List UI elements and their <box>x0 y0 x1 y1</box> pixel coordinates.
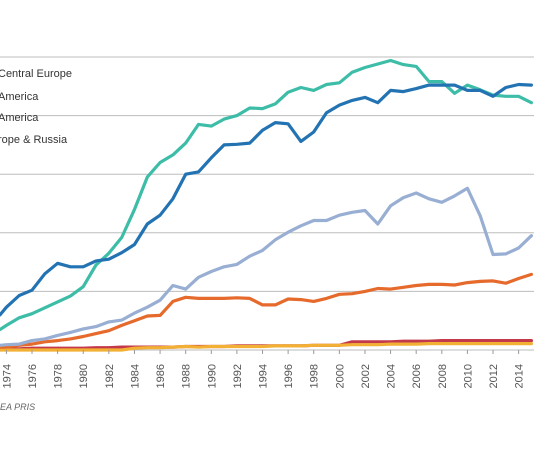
gridlines <box>0 56 534 292</box>
series-line-1 <box>0 82 534 317</box>
legend-entry-2: America <box>0 112 39 124</box>
x-tick-label-1974: 1974 <box>1 364 13 388</box>
x-tick-label-2004: 2004 <box>386 364 398 388</box>
x-tick-label-1978: 1978 <box>53 364 65 388</box>
x-tick-label-1992: 1992 <box>232 364 244 388</box>
series-line-0 <box>0 58 534 332</box>
x-tick-label-1994: 1994 <box>258 364 270 388</box>
x-tick-label-1988: 1988 <box>181 364 193 388</box>
series-lines <box>0 58 534 352</box>
x-tick-label-1976: 1976 <box>27 364 39 388</box>
x-tick-label-2012: 2012 <box>488 364 500 388</box>
x-tick-label-2006: 2006 <box>411 364 423 388</box>
x-tick-label-1980: 1980 <box>78 364 90 388</box>
x-tick-label-2000: 2000 <box>334 364 346 388</box>
x-tick-label-2010: 2010 <box>462 364 474 388</box>
x-tick-label-2008: 2008 <box>437 364 449 388</box>
x-tick-label-1984: 1984 <box>129 364 141 388</box>
x-tick-label-1986: 1986 <box>155 364 167 388</box>
x-tick-label-1990: 1990 <box>206 364 218 388</box>
series-line-2 <box>0 186 534 347</box>
legend-entry-0: Central Europe <box>0 68 72 80</box>
source-note: EA PRIS <box>0 402 35 412</box>
x-tick-label-1998: 1998 <box>309 364 321 388</box>
x-tick-label-2014: 2014 <box>514 364 526 388</box>
series-line-3 <box>0 272 534 349</box>
x-axis-ticks: 1974 1976 1978 1980 1982 1984 1986 1988 1990 1992… <box>1 350 526 388</box>
legend-entry-3: rope & Russia <box>0 134 68 146</box>
x-tick-label-2002: 2002 <box>360 364 372 388</box>
x-tick-label-1982: 1982 <box>104 364 116 388</box>
legend-entry-1: America <box>0 91 39 103</box>
legend: Central Europe America America rope & Russi… <box>0 68 72 146</box>
x-tick-label-1996: 1996 <box>283 364 295 388</box>
